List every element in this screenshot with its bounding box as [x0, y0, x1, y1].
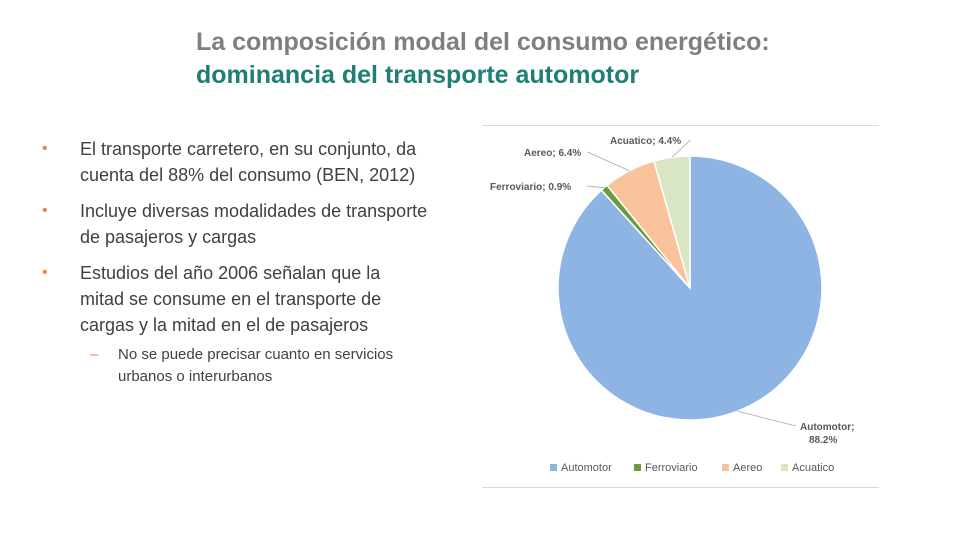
legend-swatch-aereo: [722, 464, 729, 471]
sub-bullet-text: No se puede precisar cuanto en servicios…: [118, 346, 394, 385]
sub-bullet-dash-icon: –: [90, 346, 99, 363]
legend-label-aereo: Aereo: [733, 462, 762, 474]
data-label-automotor-value: 88.2%: [809, 435, 837, 446]
legend-swatch-ferroviario: [634, 464, 641, 471]
bullet-text: Incluye diversas modalidades de transpor…: [80, 201, 428, 247]
bullet-text: El transporte carretero, en su conjunto,…: [80, 139, 417, 185]
pie-chart-svg: Automotor; Ferroviario; 0.9% Aereo; 6.4% Ac…: [490, 136, 854, 474]
legend-label-automotor: Automotor: [561, 462, 612, 474]
bullet-list: • El transporte carretero, en su conjunt…: [38, 136, 428, 388]
pie-slice-acuatico: [653, 155, 691, 289]
bullet-item: • El transporte carretero, en su conjunt…: [38, 136, 428, 188]
leader-line-acuatico: [671, 139, 691, 158]
bullet-text: Estudios del año 2006 señalan que la mit…: [80, 263, 382, 335]
data-label-aereo: Aereo; 6.4%: [524, 148, 581, 159]
slide-title: La composición modal del consumo energét…: [196, 26, 936, 92]
title-line-1: La composición modal del consumo energét…: [196, 28, 770, 56]
bullet-item: • Incluye diversas modalidades de transp…: [38, 198, 428, 250]
bullet-dot-icon: •: [42, 202, 48, 219]
legend-swatch-acuatico: [781, 464, 788, 471]
data-label-ferroviario: Ferroviario; 0.9%: [490, 182, 571, 193]
leader-line-ferroviario: [587, 185, 605, 189]
leader-line-automotor: [737, 410, 797, 427]
data-label-automotor: Automotor;: [800, 422, 854, 433]
legend-label-acuatico: Acuatico: [792, 462, 834, 474]
bullet-dot-icon: •: [42, 140, 48, 157]
title-line-2: dominancia del transporte automotor: [196, 61, 640, 89]
legend-label-ferroviario: Ferroviario: [645, 462, 698, 474]
pie-chart: Automotor; Ferroviario; 0.9% Aereo; 6.4% Ac…: [482, 125, 879, 488]
legend-swatch-automotor: [550, 464, 557, 471]
bullet-dot-icon: •: [42, 264, 48, 281]
data-label-acuatico: Acuatico; 4.4%: [610, 136, 681, 147]
bullet-item: • Estudios del año 2006 señalan que la m…: [38, 260, 428, 338]
sub-bullet-item: – No se puede precisar cuanto en servici…: [38, 344, 428, 388]
leader-line-aereo: [587, 151, 630, 172]
